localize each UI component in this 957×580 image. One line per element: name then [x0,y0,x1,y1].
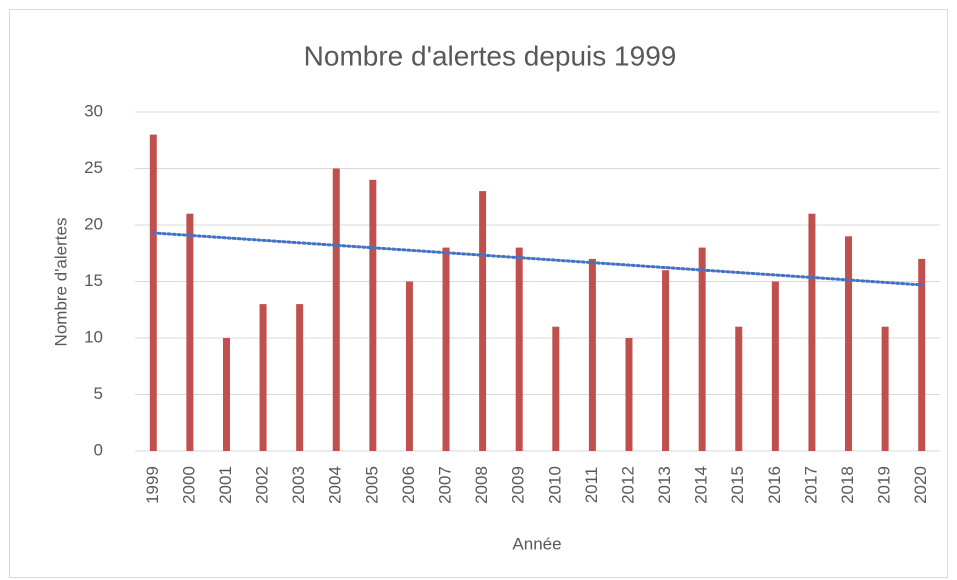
y-tick-label: 0 [94,440,103,459]
bar [808,213,816,451]
x-tick-label: 2005 [362,466,381,504]
x-tick-label: 2015 [728,466,747,504]
x-tick-label: 2016 [765,466,784,504]
y-tick-label: 15 [84,271,103,290]
bar [698,247,706,451]
bar [845,236,853,451]
x-tick-label: 2018 [838,466,857,504]
chart-frame [9,9,948,578]
x-tick-label: 2020 [911,466,930,504]
y-tick-label: 25 [84,158,103,177]
y-axis-label: Nombre d'alertes [51,218,70,347]
bar [552,326,560,451]
bar [515,247,523,451]
bar [771,281,779,451]
bar [259,304,267,451]
x-tick-label: 2002 [253,466,272,504]
x-tick-label: 2007 [436,466,455,504]
x-tick-label: 2010 [545,466,564,504]
bar [369,179,377,452]
bar [625,338,633,451]
x-tick-label: 2006 [399,466,418,504]
bar [149,134,157,451]
x-tick-label: 2000 [179,466,198,504]
x-tick-label: 2004 [326,466,345,504]
bar [332,168,340,451]
x-tick-label: 2014 [692,466,711,504]
bar [662,270,670,451]
x-tick-label: 2011 [582,467,601,504]
x-tick-label: 2019 [875,466,894,504]
y-tick-label: 20 [84,214,103,233]
bar [881,326,889,451]
y-tick-label: 10 [84,327,103,346]
x-tick-label: 2009 [509,466,528,504]
x-tick-label: 2008 [472,466,491,504]
x-tick-label: 2017 [801,466,820,504]
x-tick-label: 2012 [618,466,637,504]
x-tick-label: 2013 [655,466,674,504]
x-tick-label: 2003 [289,466,308,504]
x-tick-label: 1999 [143,466,162,504]
bar [479,191,487,451]
x-axis-label: Année [512,534,561,553]
x-tick-label: 2001 [216,466,235,504]
bar [588,258,596,451]
bar [442,247,450,451]
bar [735,326,743,451]
chart-title: Nombre d'alertes depuis 1999 [304,40,677,71]
bar [918,258,926,451]
y-tick-label: 30 [84,101,103,120]
bar [296,304,304,451]
y-tick-label: 5 [94,384,103,403]
trendline [151,231,924,287]
bar [186,213,194,451]
bar [405,281,413,451]
bar [222,338,230,451]
